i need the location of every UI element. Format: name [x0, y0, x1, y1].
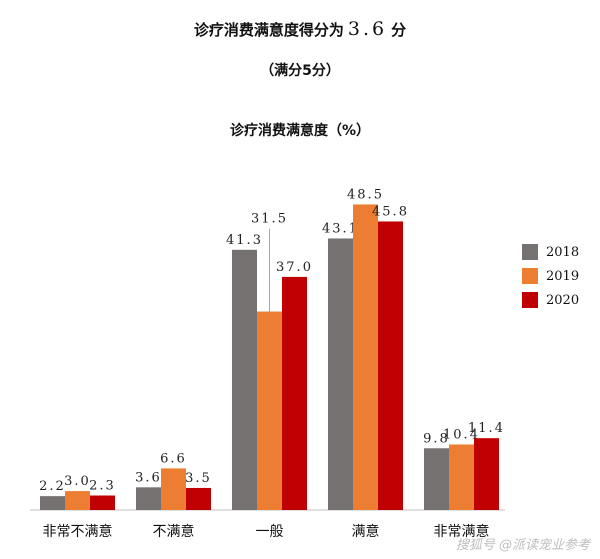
- value-label-2020-3: 45.8: [372, 204, 409, 219]
- chart-legend: 2018 2019 2020: [522, 240, 579, 312]
- legend-swatch-2019: [522, 268, 538, 284]
- legend-item-2019: 2019: [522, 264, 579, 288]
- bar-2018-0: [40, 496, 65, 510]
- legend-item-2020: 2020: [522, 288, 579, 312]
- bar-2019-1: [161, 468, 186, 510]
- bar-2020-2: [282, 276, 307, 510]
- bar-2019-0: [65, 491, 90, 510]
- value-label-2018-1: 3.6: [135, 470, 162, 485]
- value-label-2018-4: 9.8: [423, 431, 450, 446]
- bar-2020-3: [378, 221, 403, 510]
- category-label-2: 一般: [256, 524, 284, 540]
- category-label-4: 非常满意: [434, 523, 490, 540]
- value-label-2020-0: 2.3: [89, 479, 116, 494]
- value-label-2019-1: 6.6: [160, 451, 187, 466]
- headline-suffix: 分: [391, 21, 407, 39]
- bar-2019-3: [353, 204, 378, 510]
- bar-2018-2: [232, 249, 257, 510]
- category-label-3: 满意: [352, 523, 380, 540]
- bar-2018-1: [136, 487, 161, 510]
- value-label-2020-4: 11.4: [468, 421, 505, 436]
- category-label-1: 不满意: [153, 523, 195, 540]
- value-label-2019-3: 48.5: [347, 187, 384, 202]
- bar-2018-4: [424, 448, 449, 510]
- bar-2019-4: [449, 444, 474, 510]
- bar-2020-4: [474, 438, 499, 510]
- bar-2020-1: [186, 487, 211, 510]
- bar-2018-3: [328, 238, 353, 510]
- legend-label-2019: 2019: [546, 268, 580, 284]
- legend-item-2018: 2018: [522, 240, 579, 264]
- value-label-2019-0: 3.0: [64, 474, 91, 489]
- value-label-2018-2: 41.3: [226, 233, 263, 248]
- value-label-2019-4: 10.4: [443, 427, 480, 442]
- headline-prefix: 诊疗消费满意度得分为: [193, 21, 344, 39]
- bar-2019-2: [257, 311, 282, 510]
- headline: 诊疗消费满意度得分为 3.6 分: [0, 18, 600, 40]
- category-label-0: 非常不满意: [43, 523, 113, 540]
- legend-swatch-2020: [522, 292, 538, 308]
- subhead: （满分5分）: [260, 63, 340, 79]
- headline-score: 3.6: [347, 18, 388, 40]
- value-label-2019-2: 31.5: [251, 212, 288, 227]
- chart-title: 诊疗消费满意度（%）: [229, 123, 371, 139]
- bar-2020-0: [90, 495, 115, 510]
- legend-label-2018: 2018: [546, 244, 580, 260]
- value-label-2020-1: 3.5: [185, 471, 212, 486]
- value-label-2020-2: 37.0: [276, 260, 313, 275]
- legend-swatch-2018: [522, 244, 538, 260]
- value-label-2018-3: 43.1: [322, 221, 359, 236]
- value-label-2018-0: 2.2: [39, 479, 66, 494]
- watermark: 搜狐号 @派读宠业参考: [455, 538, 590, 553]
- legend-label-2020: 2020: [546, 292, 580, 308]
